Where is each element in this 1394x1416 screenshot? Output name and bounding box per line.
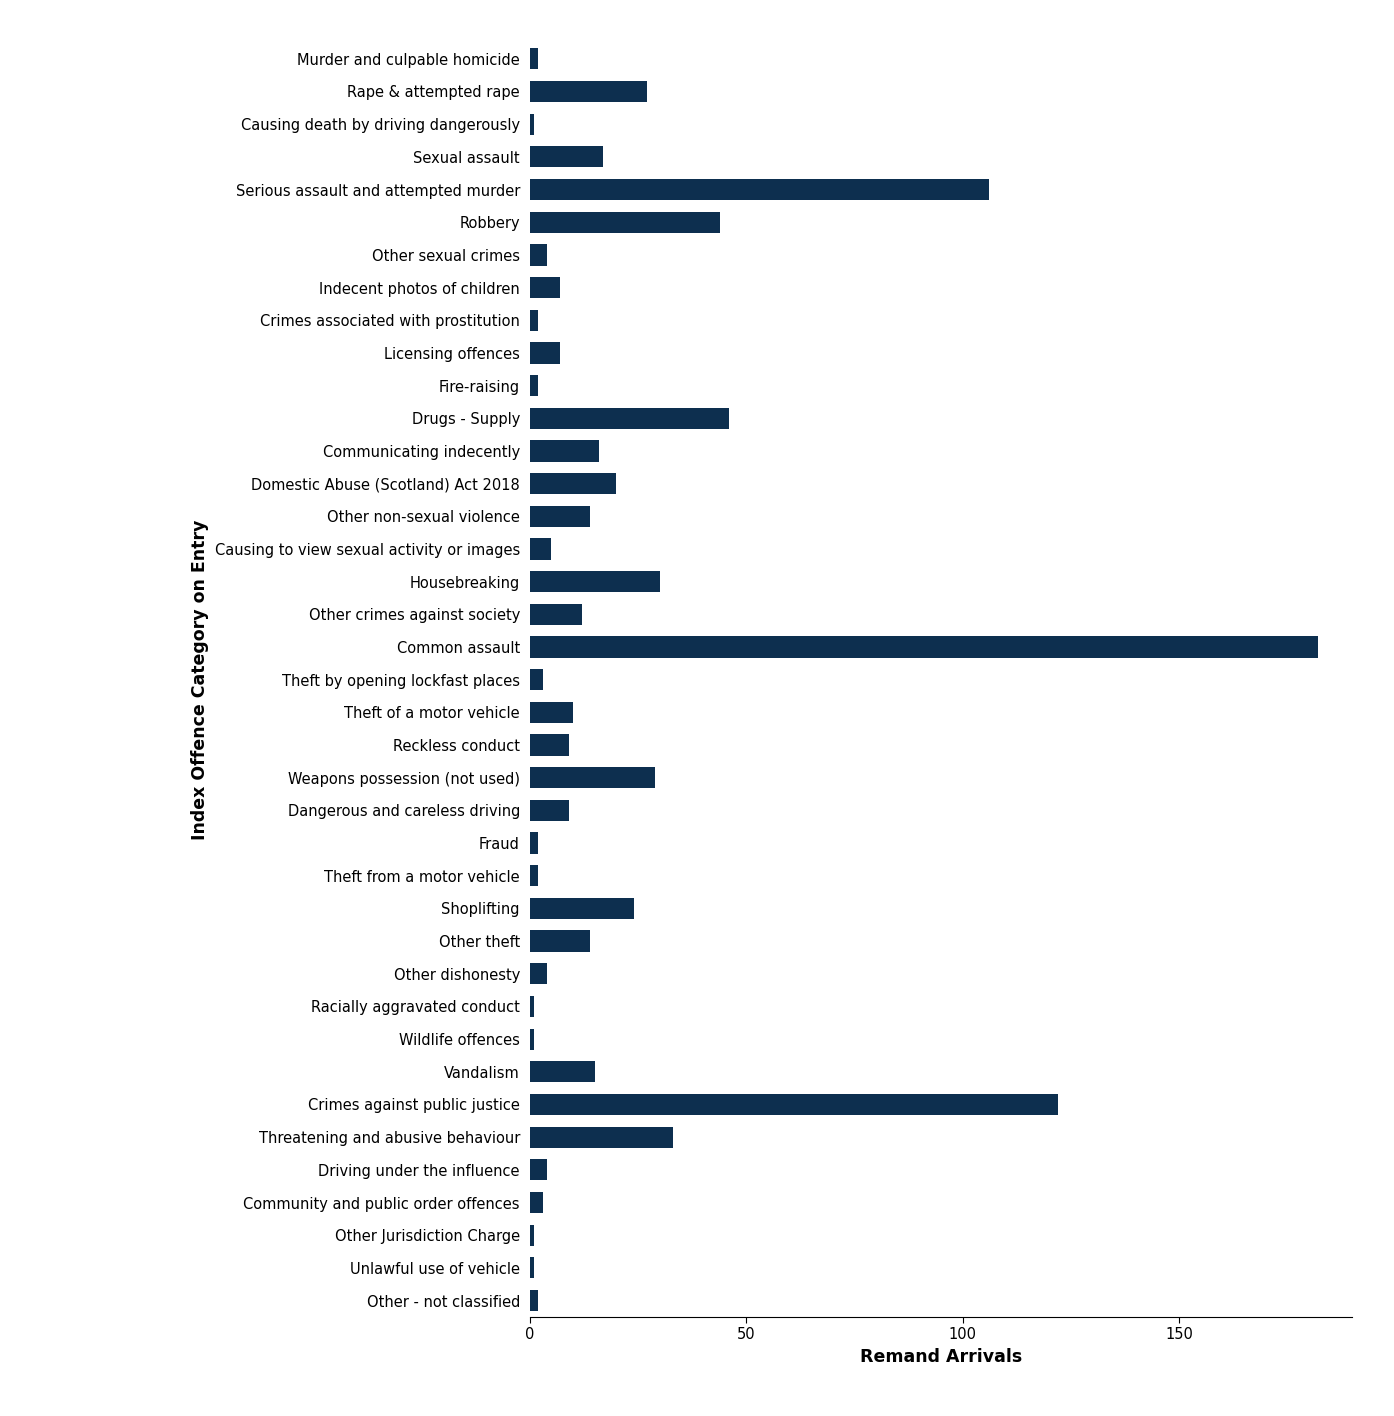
Bar: [530, 375, 538, 396]
Bar: [530, 702, 573, 724]
Bar: [530, 865, 538, 886]
Bar: [530, 767, 655, 789]
Bar: [530, 408, 729, 429]
Bar: [530, 833, 538, 854]
Bar: [530, 963, 546, 984]
Bar: [530, 473, 616, 494]
Bar: [530, 1093, 1058, 1116]
Bar: [530, 1127, 672, 1148]
Bar: [530, 735, 569, 756]
Bar: [530, 310, 538, 331]
Bar: [530, 113, 534, 135]
X-axis label: Remand Arrivals: Remand Arrivals: [860, 1348, 1022, 1366]
Bar: [530, 930, 590, 952]
Bar: [530, 146, 604, 167]
Bar: [530, 278, 560, 299]
Bar: [530, 1257, 534, 1279]
Bar: [530, 343, 560, 364]
Bar: [530, 440, 599, 462]
Bar: [530, 81, 647, 102]
Bar: [530, 244, 546, 266]
Bar: [530, 571, 659, 592]
Bar: [530, 48, 538, 69]
Bar: [530, 603, 581, 624]
Bar: [530, 1290, 538, 1311]
Bar: [530, 1160, 546, 1181]
Bar: [530, 668, 542, 690]
Y-axis label: Index Offence Category on Entry: Index Offence Category on Entry: [191, 520, 209, 840]
Bar: [530, 800, 569, 821]
Bar: [530, 995, 534, 1017]
Bar: [530, 211, 721, 232]
Bar: [530, 1061, 595, 1082]
Bar: [530, 506, 590, 527]
Bar: [530, 1225, 534, 1246]
Bar: [530, 538, 552, 559]
Bar: [530, 1028, 534, 1049]
Bar: [530, 178, 988, 200]
Bar: [530, 898, 634, 919]
Bar: [530, 636, 1317, 657]
Bar: [530, 1192, 542, 1214]
